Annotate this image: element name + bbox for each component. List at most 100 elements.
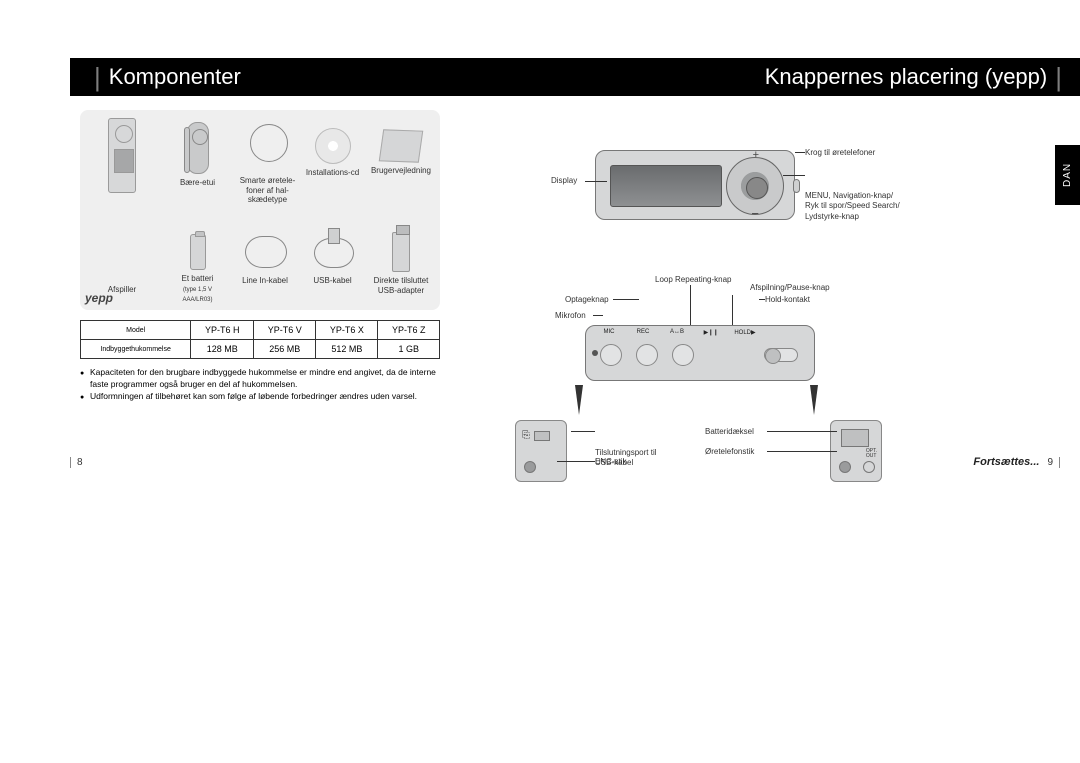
td-3: 512 MB	[316, 340, 378, 359]
lbl-rec: REC	[630, 329, 656, 336]
play-button-icon	[672, 344, 694, 366]
device-bottom-diagram: Loop Repeating-knap Afspilning/Pause-kna…	[555, 275, 1045, 445]
usb-cable-icon	[311, 232, 355, 272]
td-label: Indbyggethukommelse	[81, 340, 191, 359]
case-label: Bære-etui	[180, 178, 215, 187]
manual-icon	[379, 129, 423, 162]
comp-battery: Et batteri (type 1,5 V AAA/LR03)	[170, 228, 225, 304]
side-view-right: OPT. OUT	[830, 420, 882, 482]
comp-cd: Installations-cd	[305, 122, 360, 178]
header-left-wrap: | Komponenter	[86, 62, 241, 93]
components-box: yepp Afspiller Bære-etui Smarte øretele-…	[80, 110, 440, 310]
comp-player	[92, 118, 152, 197]
header-left-title: Komponenter	[109, 64, 241, 90]
device-bottom-body: MIC REC A↔B ▶❙❙ HOLD▶	[585, 325, 815, 381]
th-model: Model	[81, 321, 191, 340]
language-tab: DAN	[1055, 145, 1080, 205]
lbl-play: ▶❙❙	[698, 329, 724, 336]
callout-earjack-text: Øretelefonstik	[705, 447, 754, 456]
header-band: | Komponenter Knappernes placering (yepp…	[70, 58, 1080, 96]
th-2: YP-T6 V	[254, 321, 316, 340]
lbl-mic: MIC	[596, 329, 622, 336]
table-header-row: Model YP-T6 H YP-T6 V YP-T6 X YP-T6 Z	[81, 321, 440, 340]
comp-case: Bære-etui	[170, 122, 225, 188]
callout-playpause: Afspilning/Pause-knap	[750, 283, 830, 293]
callout-menu-text: MENU, Navigation-knap/ Ryk til spor/Spee…	[805, 191, 900, 221]
th-4: YP-T6 Z	[378, 321, 440, 340]
note-2: Udformningen af tilbehøret kan som følge…	[80, 391, 450, 403]
adapter-label: Direkte tilsluttet USB-adapter	[374, 276, 429, 295]
callout-loop: Loop Repeating-knap	[655, 275, 732, 285]
plus-icon: +	[753, 149, 759, 161]
battery-cover-icon	[841, 429, 869, 447]
callout-hook: Krog til øretelefoner	[805, 148, 875, 158]
usb-label: USB-kabel	[313, 276, 351, 285]
usb-port-icon	[534, 431, 550, 441]
callout-menu: MENU, Navigation-knap/ Ryk til spor/Spee…	[805, 170, 900, 222]
note-1: Kapaciteten for den brugbare indbyggede …	[80, 367, 450, 391]
th-3: YP-T6 X	[316, 321, 378, 340]
callout-mic-text: Mikrofon	[555, 311, 586, 320]
lbl-hold: HOLD▶	[732, 329, 758, 336]
case-icon	[187, 122, 209, 174]
header-right-wrap: Knappernes placering (yepp) |	[765, 62, 1070, 93]
comp-manual: Brugervejledning	[370, 122, 432, 176]
linein-icon	[243, 232, 287, 272]
button-label-row: MIC REC A↔B ▶❙❙ HOLD▶	[596, 329, 758, 336]
arrow-left-icon	[575, 385, 583, 415]
page-footer: 8 Fortsættes... 9	[70, 456, 1060, 468]
adapter-icon	[392, 232, 410, 272]
usb-symbol-icon: ⎘	[522, 430, 530, 441]
header-right-title: Knappernes placering (yepp)	[765, 64, 1048, 90]
comp-usb: USB-kabel	[305, 228, 360, 286]
earphone-hook-hole	[793, 179, 800, 193]
battery-icon	[190, 234, 206, 270]
page-number-right: 9	[1047, 457, 1060, 468]
cd-label: Installations-cd	[306, 168, 359, 177]
callout-battcover-text: Batteridæksel	[705, 427, 754, 436]
manual-label: Brugervejledning	[371, 166, 431, 175]
ab-button-icon	[636, 344, 658, 366]
device-body: + −	[595, 150, 795, 220]
callout-rec: Optageknap	[565, 295, 609, 305]
earphones-label: Smarte øretele- foner af hal- skædetype	[240, 176, 296, 204]
callout-hold-text: Hold-kontakt	[765, 295, 810, 304]
mic-hole-icon	[592, 350, 598, 356]
callout-loop-text: Loop Repeating-knap	[655, 275, 732, 284]
callout-mic: Mikrofon	[555, 311, 586, 321]
header-separator-right: |	[1047, 62, 1070, 93]
notes-list: Kapaciteten for den brugbare indbyggede …	[80, 367, 450, 403]
callout-hold: Hold-kontakt	[765, 295, 810, 305]
callout-display: Display	[551, 176, 577, 186]
table-data-row: Indbyggethukommelse 128 MB 256 MB 512 MB…	[81, 340, 440, 359]
hold-switch-icon	[764, 348, 798, 362]
rec-button-icon	[600, 344, 622, 366]
display-screen	[610, 165, 722, 207]
td-2: 256 MB	[254, 340, 316, 359]
comp-linein: Line In-kabel	[235, 228, 295, 286]
td-1: 128 MB	[191, 340, 254, 359]
lbl-ab: A↔B	[664, 329, 690, 336]
side-view-left: ⎘	[515, 420, 567, 482]
comp-player-label: Afspiller	[92, 285, 152, 295]
spec-table: Model YP-T6 H YP-T6 V YP-T6 X YP-T6 Z In…	[80, 320, 440, 359]
minus-icon: −	[751, 206, 759, 221]
cd-icon	[315, 128, 351, 164]
callout-playpause-text: Afspilning/Pause-knap	[750, 283, 830, 292]
linein-label: Line In-kabel	[242, 276, 288, 285]
callout-display-text: Display	[551, 176, 577, 185]
battery-sub-label: (type 1,5 V AAA/LR03)	[182, 287, 212, 303]
player-icon	[108, 118, 136, 193]
earphones-icon	[248, 122, 288, 172]
callout-hook-text: Krog til øretelefoner	[805, 148, 875, 157]
arrow-right-icon	[810, 385, 818, 415]
callout-rec-text: Optageknap	[565, 295, 609, 304]
manual-spread: | Komponenter Knappernes placering (yepp…	[0, 0, 1080, 763]
battery-label: Et batteri	[181, 274, 213, 283]
footer-right-group: Fortsættes... 9	[973, 456, 1060, 468]
device-front-diagram: + − Display Krog til øretelefoner MENU, …	[555, 140, 1045, 255]
th-1: YP-T6 H	[191, 321, 254, 340]
page-number-left: 8	[70, 457, 83, 468]
callout-battcover: Batteridæksel	[705, 427, 754, 437]
button-row	[600, 344, 694, 366]
